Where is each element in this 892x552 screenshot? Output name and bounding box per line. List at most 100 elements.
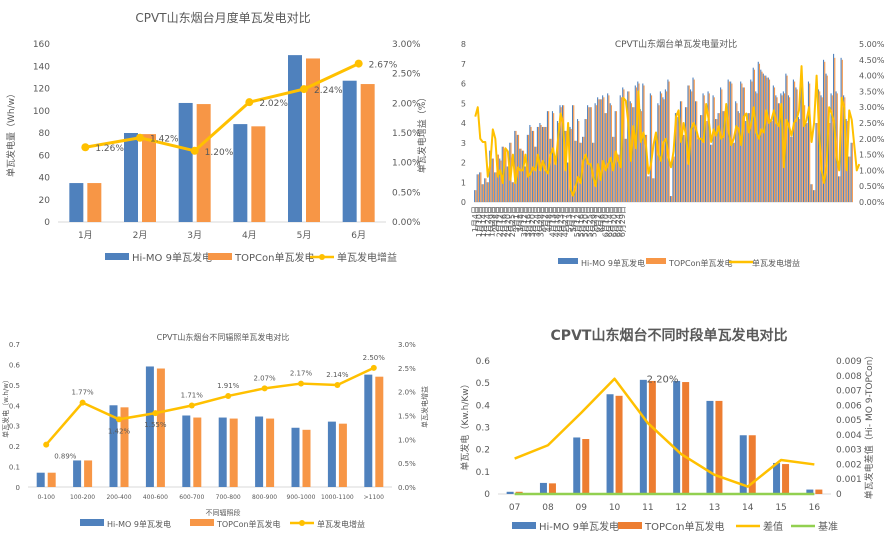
bar-topcon xyxy=(570,128,572,202)
bar-topcon xyxy=(548,483,556,494)
x-tick-label: 6月24日 xyxy=(614,206,623,237)
bar-topcon xyxy=(568,162,570,202)
bar-topcon xyxy=(736,103,738,202)
bar-topcon xyxy=(671,196,673,202)
bar-topcon xyxy=(615,395,623,494)
bar-topcon xyxy=(849,156,851,202)
bar-topcon xyxy=(633,107,635,202)
legend-label: TOPCon单瓦发电 xyxy=(644,520,724,533)
bar-topcon xyxy=(598,99,600,202)
bar-topcon xyxy=(645,134,648,202)
bar-himo9 xyxy=(815,123,817,202)
data-label: 2.17% xyxy=(290,370,313,378)
bar-topcon xyxy=(545,126,547,202)
x-tick-label: 5月20日 xyxy=(581,206,590,237)
y2-tick-label: 2.00% xyxy=(392,99,421,109)
bar-topcon xyxy=(723,111,725,202)
y-tick-label: 20 xyxy=(39,196,51,206)
bar-topcon xyxy=(550,138,552,202)
bar-himo9 xyxy=(664,89,666,202)
bar-topcon xyxy=(302,429,311,487)
bar-himo9 xyxy=(602,95,604,202)
bar-himo9 xyxy=(342,80,357,223)
bar-himo9 xyxy=(775,95,777,202)
bar-topcon xyxy=(771,121,773,202)
x-tick-label: 6月29日 xyxy=(618,206,627,237)
data-label: 2.14% xyxy=(326,371,349,379)
y-tick-label: 0.3 xyxy=(476,424,490,434)
line-marker xyxy=(354,59,363,68)
bar-topcon xyxy=(851,142,853,202)
y2-tick-label: 3.00% xyxy=(392,40,421,50)
bar-himo9 xyxy=(787,95,789,202)
y-tick-label: 1 xyxy=(461,178,466,187)
bar-himo9 xyxy=(69,183,84,222)
bar-topcon xyxy=(475,190,477,202)
bar-himo9 xyxy=(291,427,300,487)
x-tick-label: 100-200 xyxy=(70,494,95,501)
data-label: 2.02% xyxy=(259,99,288,109)
bar-topcon xyxy=(623,89,625,202)
y2-tick-label: 3.50% xyxy=(859,87,885,96)
bar-topcon xyxy=(816,123,818,202)
bar-topcon xyxy=(811,184,813,202)
bar-himo9 xyxy=(717,113,719,202)
bar-topcon xyxy=(844,97,846,202)
y2-tick-label: 0.004 xyxy=(836,431,862,441)
x-tick-label: 6月6日 xyxy=(598,206,607,232)
y2-tick-label: 3.00% xyxy=(859,103,885,112)
bar-topcon xyxy=(738,113,740,202)
x-tick-label: 1000-1100 xyxy=(321,494,354,501)
bar-himo9 xyxy=(499,158,501,202)
y2-tick-label: 0.5% xyxy=(398,460,416,468)
x-tick-label: 14 xyxy=(742,503,754,513)
bar-himo9 xyxy=(843,95,845,202)
y-tick-label: 140 xyxy=(33,62,50,72)
line-marker xyxy=(245,98,254,107)
y-tick-label: 0.2 xyxy=(476,446,490,456)
line-gain xyxy=(45,366,375,446)
bar-topcon xyxy=(786,75,788,202)
x-tick-label: 1月10日 xyxy=(475,206,484,237)
x-tick-label: 3月16日 xyxy=(524,206,533,237)
legend-label: 单瓦发电增益 xyxy=(337,251,397,264)
bar-himo9 xyxy=(561,105,564,202)
bar-himo9 xyxy=(639,379,647,494)
bar-topcon xyxy=(229,418,238,487)
x-tick-label: 5月25日 xyxy=(585,206,594,237)
chart-hourly: CPVT山东烟台不同时段单瓦发电对比 0 0.1 0.2 0.3 0.4 0.5 0.6 0 0.… xyxy=(446,320,892,548)
bar-himo9 xyxy=(594,103,596,202)
x-tick-label: 5月29日 xyxy=(589,206,598,237)
y2-tick-label: 1.5% xyxy=(398,413,416,421)
bar-topcon xyxy=(563,105,565,202)
x-tick-label: 6月14日 xyxy=(606,206,615,237)
data-label: 1.42% xyxy=(108,427,131,435)
bar-himo9 xyxy=(627,91,629,202)
bar-himo9 xyxy=(491,158,493,202)
bar-topcon xyxy=(618,154,620,202)
line-gain xyxy=(474,65,861,197)
bar-topcon xyxy=(799,119,801,202)
data-label: 2.24% xyxy=(314,86,343,96)
data-label: 1.20% xyxy=(205,148,234,158)
bar-himo9 xyxy=(792,79,794,202)
bar-topcon xyxy=(683,134,685,202)
bar-himo9 xyxy=(474,190,476,202)
bar-topcon xyxy=(706,121,708,202)
y-axis-title: 单瓦发电（Kw.h/Kw） xyxy=(459,379,471,470)
bar-himo9 xyxy=(715,119,717,202)
bar-himo9 xyxy=(519,148,521,202)
y-axis-title: 单瓦发电量（Wh/w） xyxy=(5,89,17,177)
legend-label: 单瓦发电增益 xyxy=(317,519,365,529)
bar-topcon xyxy=(555,156,557,202)
bar-topcon xyxy=(648,380,656,494)
y-tick-label: 0.6 xyxy=(476,357,491,367)
bar-himo9 xyxy=(617,154,619,202)
bar-himo9 xyxy=(486,182,488,202)
bar-topcon xyxy=(196,104,211,222)
bar-himo9 xyxy=(574,140,576,202)
bar-himo9 xyxy=(145,366,154,487)
bar-topcon xyxy=(500,160,502,202)
x-tick-label: 3月20日 xyxy=(528,206,537,237)
bar-himo9 xyxy=(672,156,674,202)
